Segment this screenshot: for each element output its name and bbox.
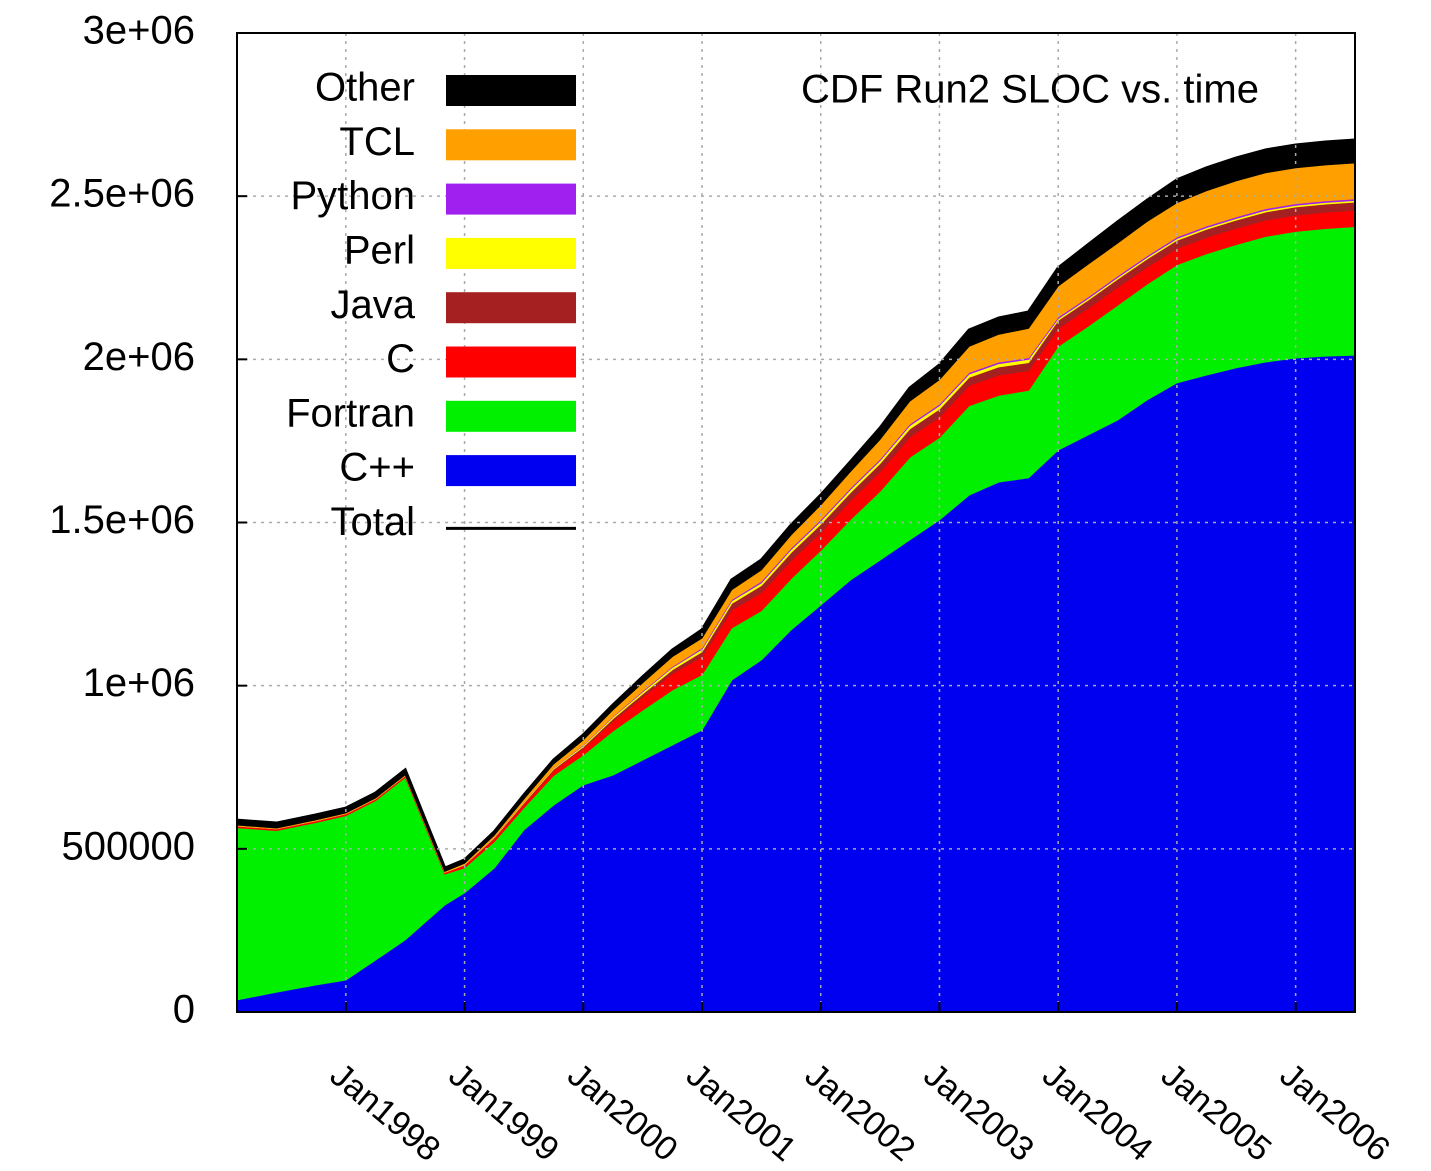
y-tick-label: 1.5e+06 (49, 498, 195, 542)
legend-swatch (446, 455, 576, 487)
y-tick-label: 0 (173, 988, 195, 1032)
legend-label: Java (331, 283, 416, 327)
legend-label: C (386, 337, 415, 381)
y-tick-label: 1e+06 (83, 661, 195, 705)
legend-swatch (446, 400, 576, 432)
x-tick-label: Jan2000 (560, 1056, 684, 1169)
x-tick-label: Jan2001 (679, 1056, 803, 1169)
legend-label: TCL (339, 120, 415, 164)
legend-swatch (446, 292, 576, 324)
chart-title: CDF Run2 SLOC vs. time (801, 68, 1259, 112)
legend-label: Other (315, 66, 415, 110)
legend-swatch (446, 183, 576, 215)
legend: Other TCL Python Perl Java C Fortran C++ Total (286, 66, 576, 544)
x-tick-label: Jan2006 (1273, 1056, 1397, 1169)
x-tick-label: Jan2005 (1154, 1056, 1278, 1169)
x-tick-label: Jan2003 (917, 1056, 1041, 1169)
y-tick-label: 3e+06 (83, 9, 195, 53)
legend-label: C++ (339, 446, 415, 490)
legend-label: Perl (344, 228, 415, 272)
legend-label: Fortran (286, 391, 415, 435)
x-tick-label: Jan2002 (798, 1056, 922, 1169)
y-tick-label: 2.5e+06 (49, 172, 195, 216)
legend-swatch (446, 346, 576, 378)
legend-label: Python (290, 174, 415, 218)
y-tick-label: 500000 (62, 824, 195, 868)
legend-label: Total (331, 500, 416, 544)
x-tick-label: Jan1998 (323, 1056, 447, 1169)
y-tick-label: 2e+06 (83, 335, 195, 379)
x-tick-label: Jan2004 (1035, 1056, 1159, 1169)
total-line (236, 138, 1356, 871)
legend-swatch (446, 237, 576, 269)
x-tick-label: Jan1999 (442, 1056, 566, 1169)
legend-swatch (446, 75, 576, 106)
legend-swatch (446, 129, 576, 161)
